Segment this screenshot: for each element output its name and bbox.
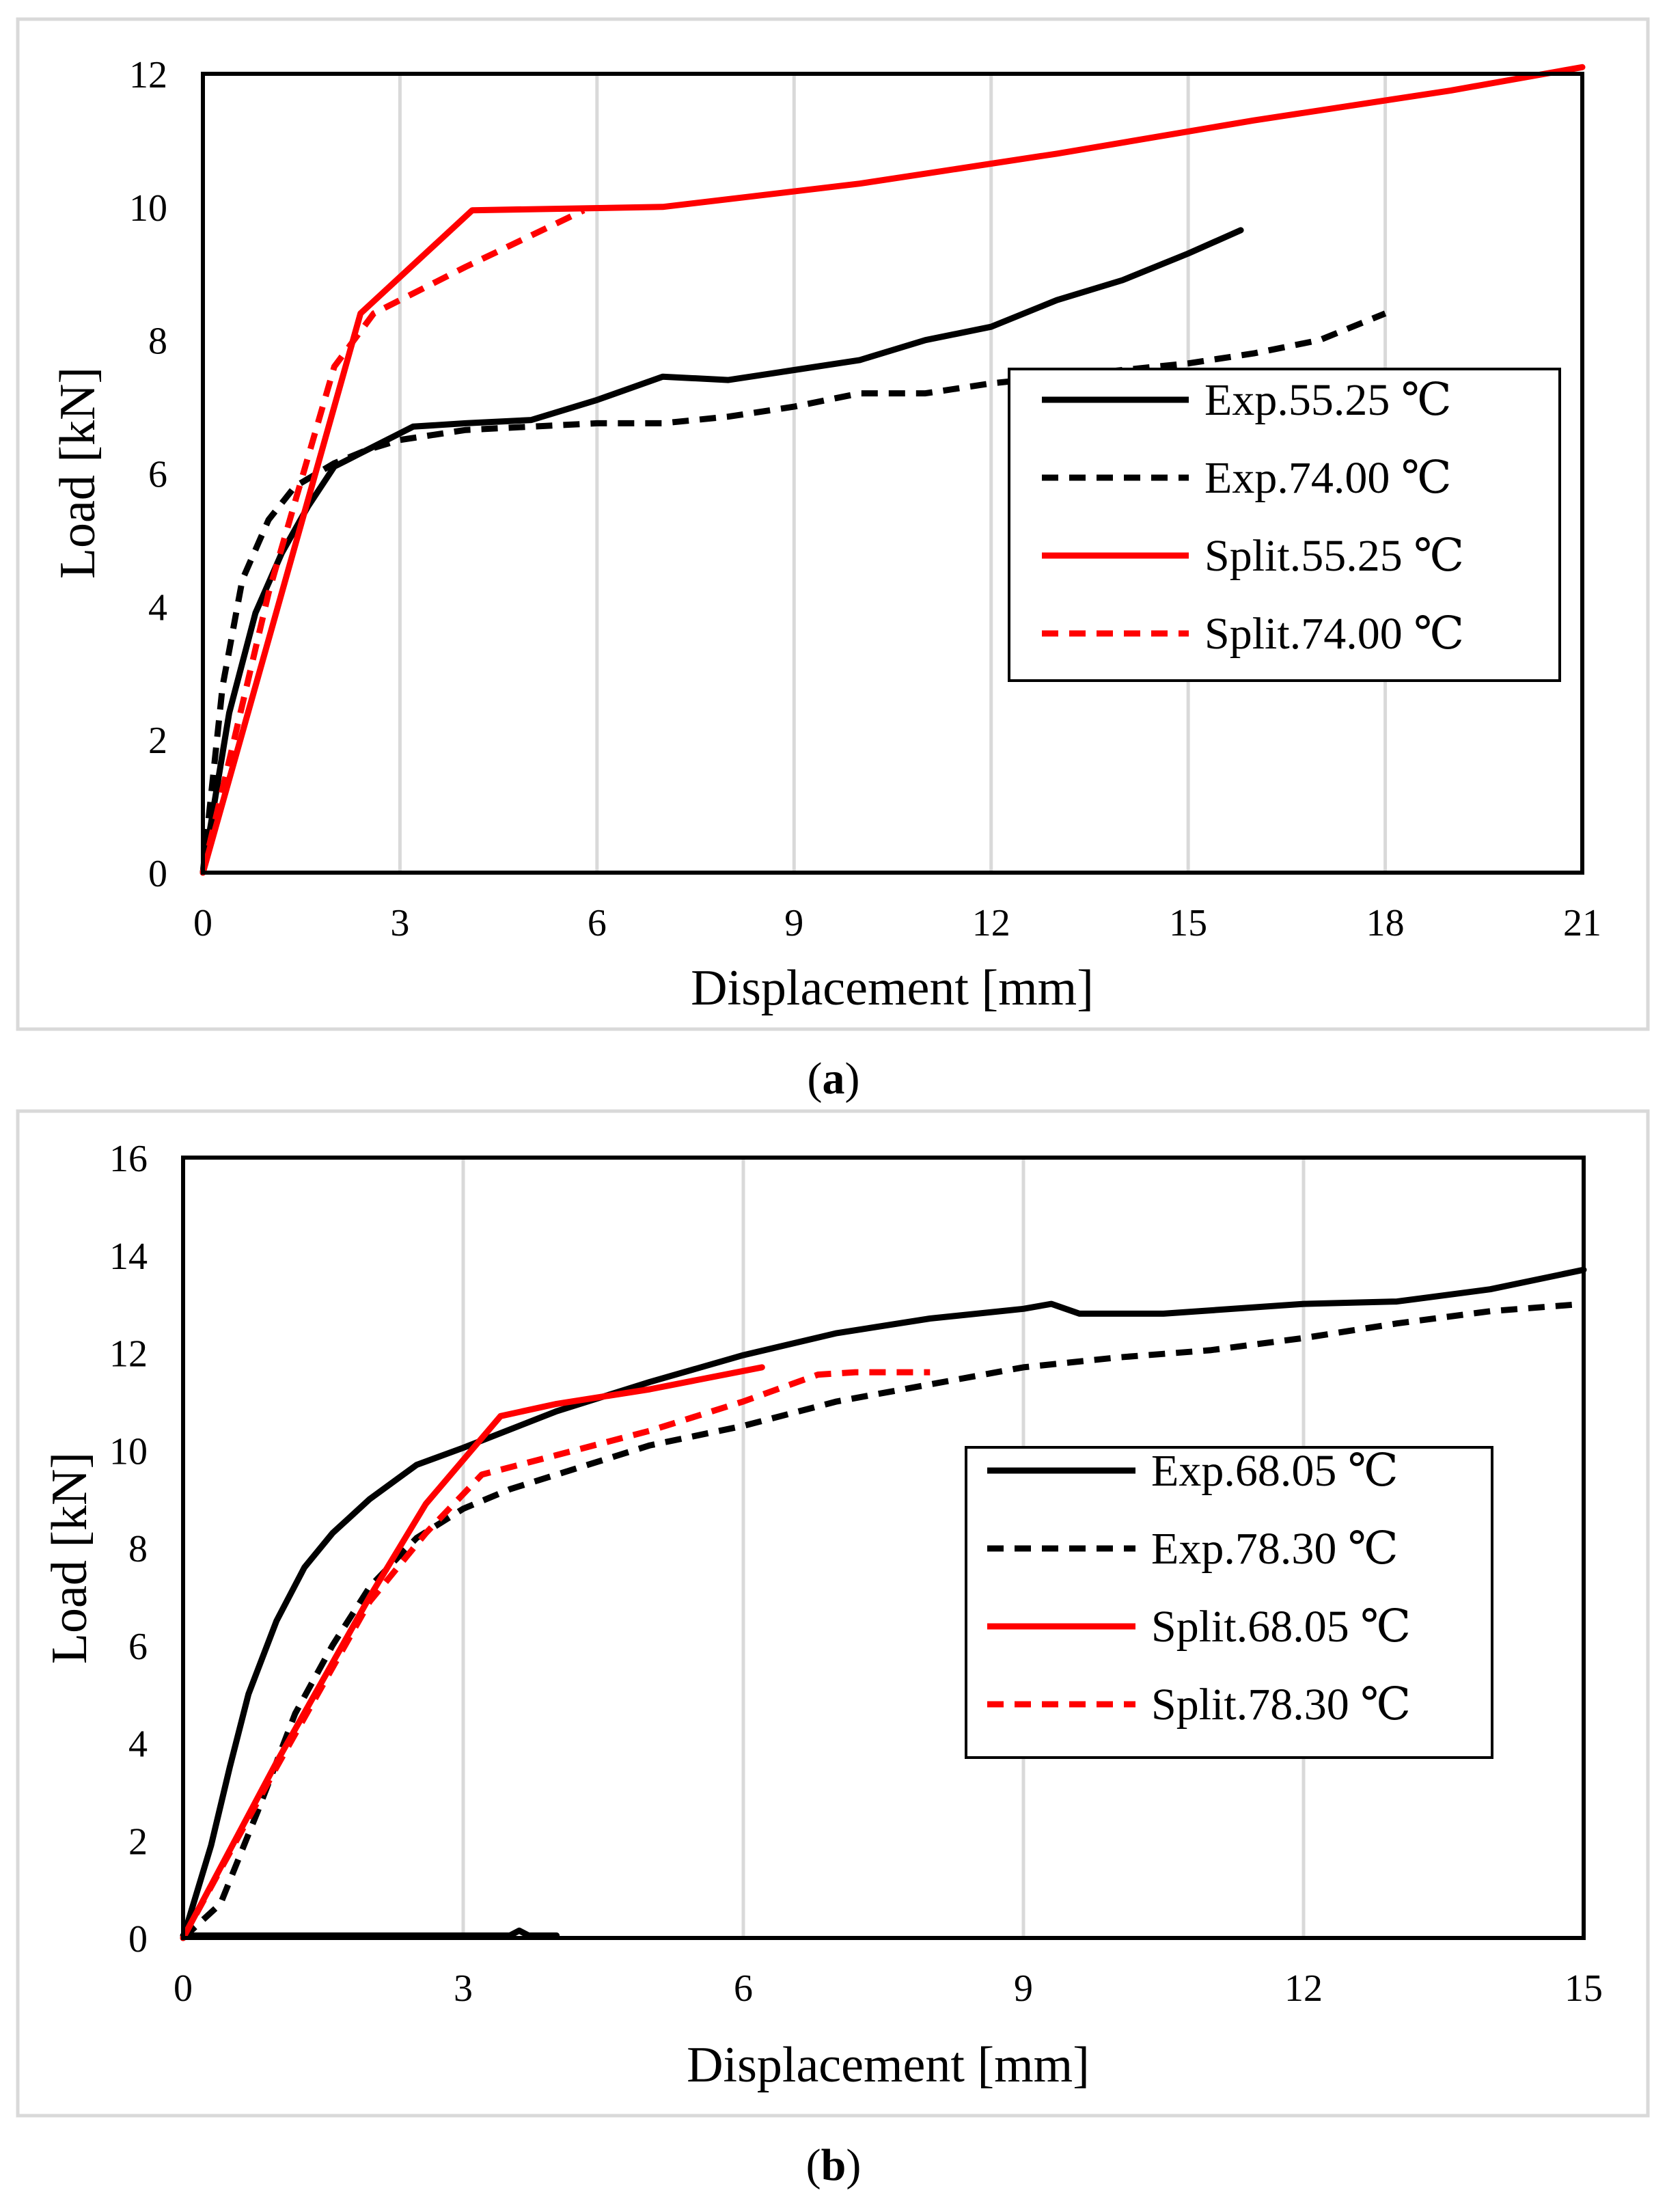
panel-a-x-tick-label: 12 xyxy=(972,902,1010,944)
panel-b-y-tick-label: 12 xyxy=(109,1333,148,1376)
panel-b-x-axis-label: Displacement [mm] xyxy=(687,2037,1090,2093)
panel-a-y-tick-label: 10 xyxy=(129,187,167,230)
panel-b-series-line xyxy=(180,1369,931,1940)
panel-a-y-tick-label: 4 xyxy=(148,586,167,629)
panel-a-y-tick-label: 0 xyxy=(148,853,167,895)
panel-a-x-tick-label: 6 xyxy=(588,902,607,944)
panel-b-legend: Exp.68.05 ℃ Exp.78.30 ℃ Split.68.05 ℃ Split… xyxy=(965,1446,1493,1759)
panel-a-ticks: 0 3 6 9 12 15 18 21 0 2 4 6 8 10 12 xyxy=(129,54,1601,944)
panel-b-series-line xyxy=(180,1927,560,1939)
panel-b-series-line xyxy=(180,1266,1587,1941)
panel-a-y-tick-label: 8 xyxy=(148,320,167,363)
panel-a-caption-letter: a xyxy=(823,1054,845,1104)
panel-a-legend-label: Split.55.25 ℃ xyxy=(1204,531,1464,581)
panel-a-caption: (a) xyxy=(808,1054,860,1104)
panel-b-caption: (b) xyxy=(806,2140,862,2190)
panel-b-y-tick-label: 10 xyxy=(109,1430,148,1473)
panel-a-series-line xyxy=(199,207,585,874)
panel-a-x-tick-label: 9 xyxy=(784,902,803,944)
panel-b-x-tick-label: 0 xyxy=(174,1967,193,2010)
panel-b-y-tick-label: 16 xyxy=(109,1138,148,1180)
panel-b-ticks: 0 3 6 9 12 15 0 2 4 6 8 10 12 14 16 xyxy=(109,1138,1603,2010)
panel-b-series xyxy=(180,1266,1587,1941)
panel-b-series-line xyxy=(180,1300,1584,1941)
panel-a-x-tick-label: 15 xyxy=(1169,902,1207,944)
panel-a-legend-label: Split.74.00 ℃ xyxy=(1204,609,1464,659)
panel-b-caption-letter: b xyxy=(821,2140,846,2190)
panel-b-legend-label: Split.68.05 ℃ xyxy=(1151,1602,1411,1652)
panel-b-legend-label: Split.78.30 ℃ xyxy=(1151,1680,1411,1730)
panel-a-y-tick-label: 6 xyxy=(148,454,167,496)
panel-a-series-line xyxy=(199,227,1244,876)
panel-a-x-axis-label: Displacement [mm] xyxy=(691,960,1094,1016)
panel-b-x-tick-label: 3 xyxy=(454,1967,473,2010)
panel-b-y-tick-label: 6 xyxy=(128,1626,148,1668)
panel-a-y-axis-label: Load [kN] xyxy=(50,367,106,579)
panel-a-x-tick-label: 0 xyxy=(193,902,212,944)
panel-a-plot-border xyxy=(201,72,1584,875)
panel-a-x-tick-label: 3 xyxy=(390,902,409,944)
panel-a-legend: Exp.55.25 ℃ Exp.74.00 ℃ Split.55.25 ℃ Split… xyxy=(1008,368,1561,682)
panel-a-legend-label: Exp.74.00 ℃ xyxy=(1204,453,1452,503)
panel-a-legend-label: Exp.55.25 ℃ xyxy=(1204,375,1452,425)
panel-b-x-tick-label: 12 xyxy=(1284,1967,1323,2010)
panel-b-legend-label: Exp.68.05 ℃ xyxy=(1151,1446,1399,1496)
panel-b-y-tick-label: 4 xyxy=(128,1723,148,1766)
panel-a-y-tick-label: 12 xyxy=(129,54,167,96)
panel-b-y-tick-label: 2 xyxy=(128,1820,148,1863)
panel-b-legend-label: Exp.78.30 ℃ xyxy=(1151,1524,1399,1574)
panel-a-series-line xyxy=(199,64,1586,876)
panel-b-y-axis-label: Load [kN] xyxy=(42,1452,98,1664)
panel-a-x-tick-label: 18 xyxy=(1366,902,1405,944)
panel-a-x-tick-label: 21 xyxy=(1563,902,1601,944)
panel-b-x-tick-label: 15 xyxy=(1565,1967,1603,2010)
panel-b-y-tick-label: 0 xyxy=(128,1918,148,1961)
panel-b-y-tick-label: 8 xyxy=(128,1528,148,1570)
panel-a-y-tick-label: 2 xyxy=(148,720,167,762)
panel-b-x-tick-label: 9 xyxy=(1014,1967,1033,2010)
panel-a-legend-box xyxy=(1008,368,1561,682)
panel-b-y-tick-label: 14 xyxy=(109,1235,148,1278)
panel-b-plot-border xyxy=(181,1156,1586,1940)
panel-b-x-tick-label: 6 xyxy=(734,1967,753,2010)
